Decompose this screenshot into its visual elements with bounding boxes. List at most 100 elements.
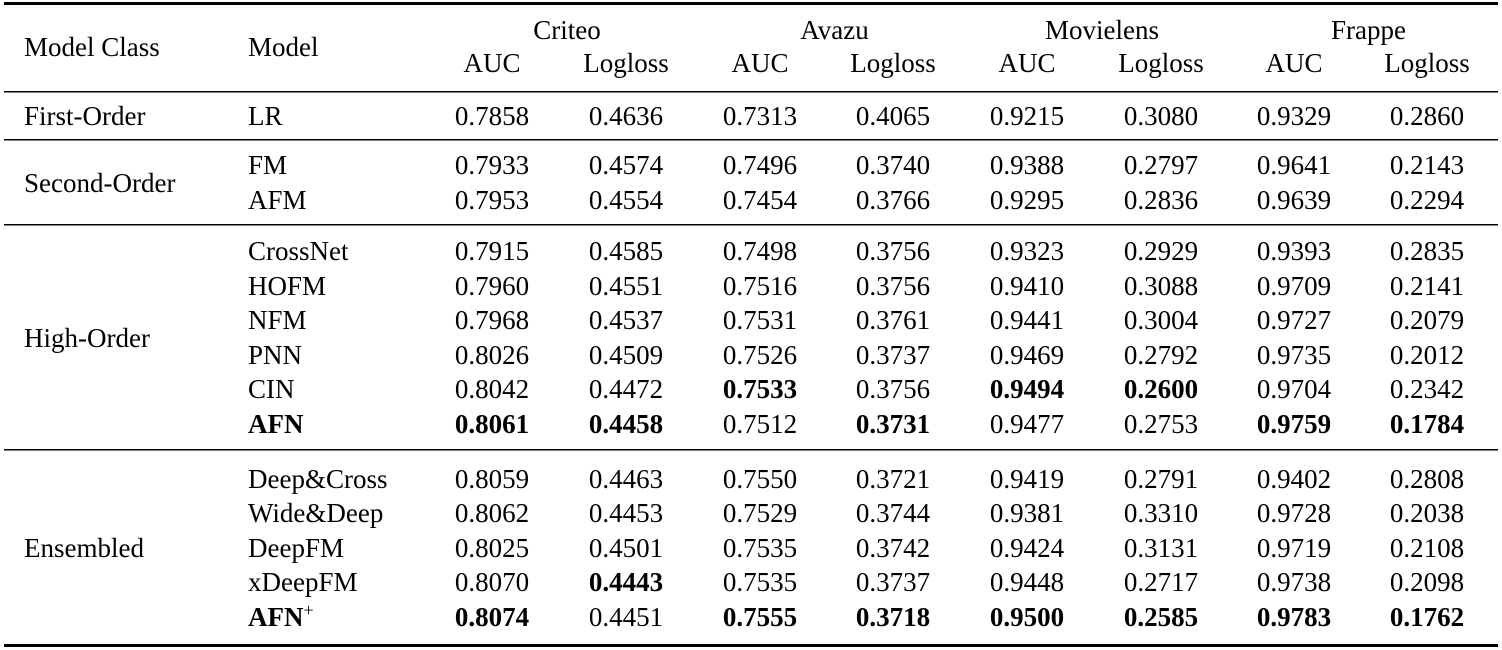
metric-value: 0.2791 bbox=[1123, 463, 1199, 494]
metric-value: 0.7915 bbox=[454, 236, 530, 267]
metric-value: 0.3080 bbox=[1123, 101, 1199, 131]
metric-value: 0.2753 bbox=[1123, 408, 1199, 439]
metric-value: 0.7550 bbox=[722, 463, 798, 494]
metric-value: 0.9494 bbox=[989, 374, 1065, 405]
metric-value: 0.3756 bbox=[855, 374, 931, 405]
metric-value: 0.8070 bbox=[454, 567, 530, 597]
rule bbox=[4, 449, 1498, 451]
dataset-header: Movielens bbox=[1045, 15, 1159, 45]
model-name: AFN bbox=[248, 408, 304, 439]
model-name: xDeepFM bbox=[248, 567, 358, 597]
model-name: HOFM bbox=[248, 270, 327, 301]
metric-value: 0.9500 bbox=[989, 601, 1065, 632]
bottom-rule bbox=[4, 644, 1498, 647]
metric-value: 0.8061 bbox=[454, 408, 530, 439]
rule bbox=[4, 139, 1498, 141]
metric-value: 0.4463 bbox=[588, 463, 664, 494]
metric-value: 0.9410 bbox=[989, 270, 1065, 301]
metric-value: 0.4065 bbox=[855, 101, 931, 131]
metric-value: 0.3737 bbox=[855, 339, 931, 370]
metric-value: 0.9738 bbox=[1256, 567, 1332, 597]
metric-value: 0.9641 bbox=[1256, 150, 1332, 181]
model-name: AFM bbox=[248, 184, 307, 215]
metric-value: 0.4551 bbox=[588, 270, 664, 301]
metric-header: AUC bbox=[998, 48, 1056, 78]
model-name: DeepFM bbox=[248, 532, 344, 563]
metric-value: 0.2600 bbox=[1123, 374, 1199, 405]
metric-header: AUC bbox=[731, 48, 789, 78]
model-name: NFM bbox=[248, 305, 307, 336]
metric-value: 0.8025 bbox=[454, 532, 530, 563]
model-name: CIN bbox=[248, 374, 295, 405]
metric-value: 0.2792 bbox=[1123, 339, 1199, 370]
metric-header: AUC bbox=[1265, 48, 1323, 78]
metric-header: Logloss bbox=[1118, 48, 1204, 78]
metric-value: 0.9477 bbox=[989, 408, 1065, 439]
metric-value: 0.2098 bbox=[1389, 567, 1465, 597]
metric-value: 0.2860 bbox=[1389, 101, 1465, 131]
model-name: AFN+ bbox=[248, 599, 314, 632]
metric-value: 0.3088 bbox=[1123, 270, 1199, 301]
metric-value: 0.7953 bbox=[454, 184, 530, 215]
metric-value: 0.2585 bbox=[1123, 601, 1199, 632]
metric-header: Logloss bbox=[1384, 48, 1470, 78]
metric-value: 0.3756 bbox=[855, 236, 931, 267]
metric-value: 0.7968 bbox=[454, 305, 530, 336]
dataset-header: Avazu bbox=[800, 15, 869, 45]
metric-value: 0.9728 bbox=[1256, 498, 1332, 528]
metric-value: 0.3756 bbox=[855, 270, 931, 301]
metric-value: 0.4574 bbox=[588, 150, 664, 181]
metric-value: 0.9295 bbox=[989, 184, 1065, 215]
metric-value: 0.7933 bbox=[454, 150, 530, 181]
metric-value: 0.3004 bbox=[1123, 305, 1199, 336]
metric-value: 0.9448 bbox=[989, 567, 1065, 597]
metric-value: 0.4554 bbox=[588, 184, 664, 215]
metric-value: 0.7512 bbox=[722, 408, 798, 439]
metric-value: 0.4453 bbox=[588, 498, 664, 528]
rule bbox=[4, 91, 1498, 93]
column-header: Model bbox=[248, 32, 319, 62]
metric-value: 0.2141 bbox=[1389, 270, 1465, 301]
metric-value: 0.7496 bbox=[722, 150, 798, 181]
metric-value: 0.7529 bbox=[722, 498, 798, 528]
rule bbox=[4, 224, 1498, 226]
metric-value: 0.9783 bbox=[1256, 601, 1332, 632]
metric-value: 0.4537 bbox=[588, 305, 664, 336]
metric-header: AUC bbox=[463, 48, 521, 78]
metric-value: 0.1784 bbox=[1389, 408, 1465, 439]
metric-value: 0.7533 bbox=[722, 374, 798, 405]
metric-value: 0.2835 bbox=[1389, 236, 1465, 267]
metric-value: 0.9393 bbox=[1256, 236, 1332, 267]
metric-value: 0.2808 bbox=[1389, 463, 1465, 494]
metric-value: 0.4458 bbox=[588, 408, 664, 439]
metric-value: 0.3718 bbox=[855, 601, 931, 632]
metric-value: 0.4509 bbox=[588, 339, 664, 370]
metric-value: 0.9388 bbox=[989, 150, 1065, 181]
metric-header: Logloss bbox=[583, 48, 669, 78]
metric-value: 0.2836 bbox=[1123, 184, 1199, 215]
metric-value: 0.3742 bbox=[855, 532, 931, 563]
model-name: PNN bbox=[248, 339, 303, 370]
metric-value: 0.9727 bbox=[1256, 305, 1332, 336]
metric-value: 0.3740 bbox=[855, 150, 931, 181]
metric-value: 0.2108 bbox=[1389, 532, 1465, 563]
metric-value: 0.3761 bbox=[855, 305, 931, 336]
metric-value: 0.9469 bbox=[989, 339, 1065, 370]
metric-value: 0.4501 bbox=[588, 532, 664, 563]
metric-value: 0.3737 bbox=[855, 567, 931, 597]
metric-value: 0.9381 bbox=[989, 498, 1065, 528]
metric-value: 0.9704 bbox=[1256, 374, 1332, 405]
metric-value: 0.7531 bbox=[722, 305, 798, 336]
metric-value: 0.2717 bbox=[1123, 567, 1199, 597]
metric-value: 0.9709 bbox=[1256, 270, 1332, 301]
metric-value: 0.3766 bbox=[855, 184, 931, 215]
dataset-header: Frappe bbox=[1331, 15, 1406, 45]
metric-value: 0.7526 bbox=[722, 339, 798, 370]
metric-value: 0.2079 bbox=[1389, 305, 1465, 336]
metric-value: 0.2038 bbox=[1389, 498, 1465, 528]
metric-value: 0.3131 bbox=[1123, 532, 1199, 563]
model-name: FM bbox=[248, 150, 288, 181]
top-rule bbox=[4, 2, 1498, 5]
